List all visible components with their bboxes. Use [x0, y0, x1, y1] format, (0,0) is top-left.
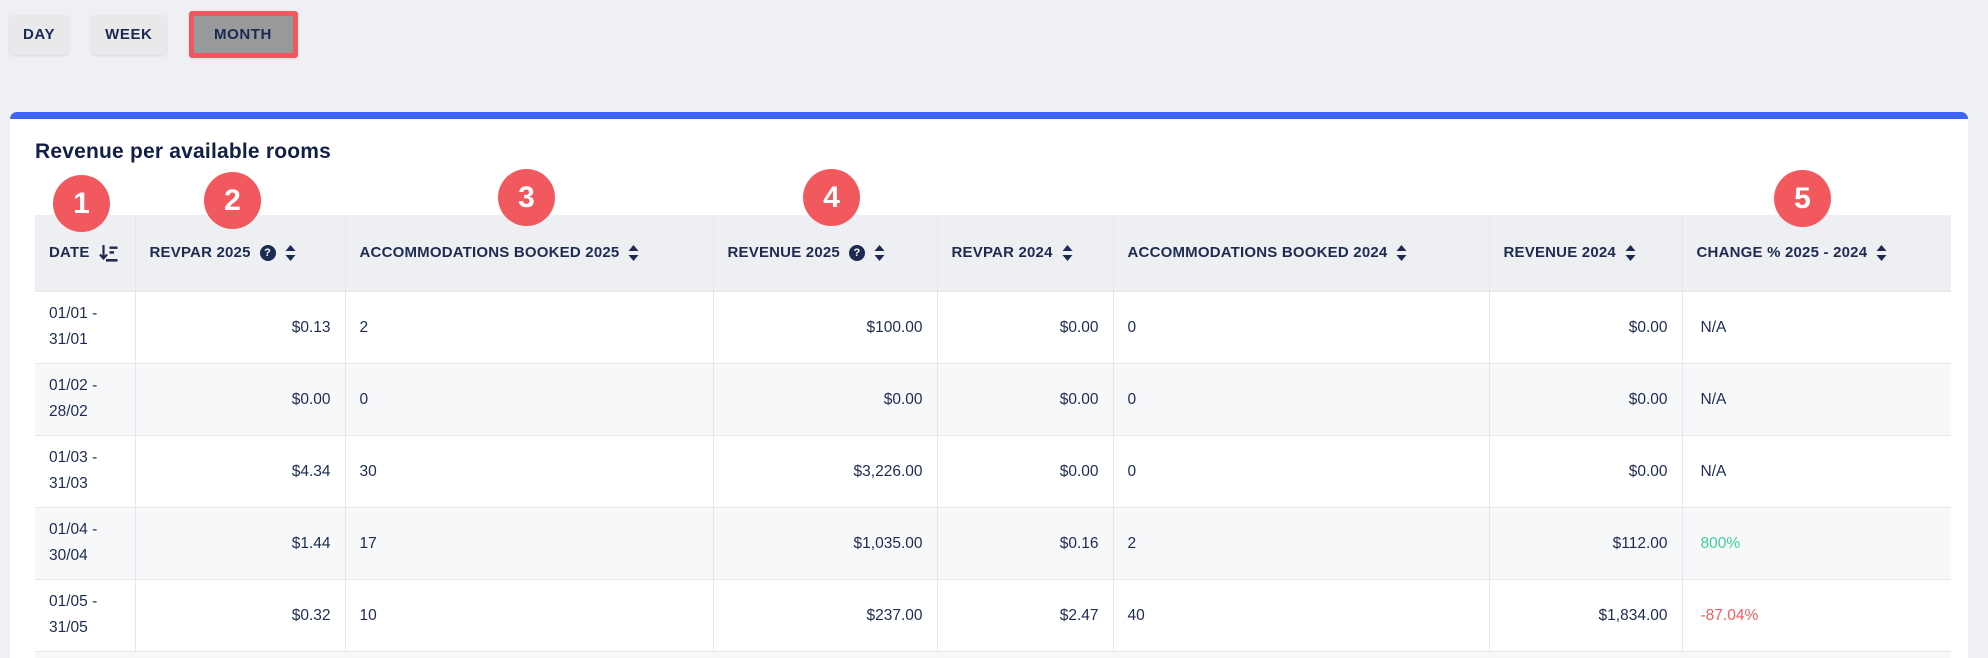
cell-date: 01/03 - 31/03: [35, 434, 135, 507]
annotation-badge-4: 4: [803, 169, 860, 226]
revenue-table: DATE REVPAR 2025? ACCOMMODATIONS BOOKED 20…: [35, 215, 1951, 651]
sort-icon: [1396, 244, 1407, 261]
column-label: DATE: [49, 244, 90, 262]
column-label: REVENUE 2025: [727, 244, 840, 262]
cell-accommodations_booked_2024: 2: [1112, 506, 1489, 579]
column-header-change_pct[interactable]: CHANGE % 2025 - 2024: [1681, 215, 1951, 291]
cell-revenue_2025: $3,226.00: [712, 434, 937, 507]
month-button[interactable]: MONTH: [188, 11, 298, 58]
cell-accommodations_booked_2025: 17: [344, 506, 713, 579]
cell-revenue_2025: $1,035.00: [712, 506, 937, 579]
cell-revenue_2025: $100.00: [712, 290, 937, 363]
column-label: ACCOMMODATIONS BOOKED 2025: [359, 244, 620, 262]
column-header-accommodations_booked_2025[interactable]: ACCOMMODATIONS BOOKED 2025: [344, 215, 713, 291]
cell-revpar_2025: $4.34: [134, 434, 345, 507]
cell-date: 01/04 - 30/04: [35, 506, 135, 579]
column-label: REVENUE 2024: [1503, 244, 1616, 262]
card-accent-bar: [10, 112, 1968, 119]
cell-accommodations_booked_2025: 30: [344, 434, 713, 507]
cell-revenue_2024: $0.00: [1488, 362, 1682, 435]
cell-change_pct: N/A: [1681, 434, 1951, 507]
sort-icon: [1625, 244, 1636, 261]
table-row: 01/04 - 30/04 $1.44 17 $1,035.00 $0.16 2 $112.…: [35, 506, 1951, 579]
card-title: Revenue per available rooms: [35, 140, 332, 163]
sort-amount-icon: [98, 244, 118, 262]
cell-accommodations_booked_2025: 0: [344, 362, 713, 435]
cell-revpar_2025: $1.44: [134, 506, 345, 579]
sort-icon: [285, 244, 296, 261]
help-icon[interactable]: ?: [848, 244, 865, 261]
column-header-accommodations_booked_2024[interactable]: ACCOMMODATIONS BOOKED 2024: [1112, 215, 1489, 291]
sort-icon: [628, 244, 639, 261]
table-row: 01/03 - 31/03 $4.34 30 $3,226.00 $0.00 0 $0.00…: [35, 434, 1951, 507]
cell-revpar_2025: $0.32: [134, 578, 345, 651]
cell-accommodations_booked_2024: 40: [1112, 578, 1489, 651]
annotation-badge-5: 5: [1774, 170, 1831, 227]
cell-change_pct: 800%: [1681, 506, 1951, 579]
cell-revpar_2024: $0.16: [936, 506, 1113, 579]
help-icon[interactable]: ?: [259, 244, 276, 261]
column-header-revpar_2024[interactable]: REVPAR 2024: [936, 215, 1113, 291]
column-header-revenue_2024[interactable]: REVENUE 2024: [1488, 215, 1682, 291]
revenue-card: Revenue per available rooms 1 2 3 4 5 DA…: [10, 112, 1968, 658]
column-label: REVPAR 2025: [149, 244, 251, 262]
cell-revpar_2025: $0.00: [134, 362, 345, 435]
sort-icon: [874, 244, 885, 261]
annotation-badge-2: 2: [204, 172, 261, 229]
annotation-badge-3: 3: [498, 169, 555, 226]
cell-revenue_2024: $0.00: [1488, 434, 1682, 507]
cell-change_pct: N/A: [1681, 362, 1951, 435]
column-label: ACCOMMODATIONS BOOKED 2024: [1127, 244, 1388, 262]
cell-revpar_2024: $2.47: [936, 578, 1113, 651]
cell-accommodations_booked_2024: 0: [1112, 290, 1489, 363]
cell-date: 01/01 - 31/01: [35, 290, 135, 363]
column-header-revpar_2025[interactable]: REVPAR 2025?: [134, 215, 345, 291]
cell-revpar_2024: $0.00: [936, 434, 1113, 507]
table-header-row: DATE REVPAR 2025? ACCOMMODATIONS BOOKED 20…: [35, 215, 1951, 291]
cell-revenue_2024: $112.00: [1488, 506, 1682, 579]
column-header-revenue_2025[interactable]: REVENUE 2025?: [712, 215, 937, 291]
cell-change_pct: N/A: [1681, 290, 1951, 363]
table-row: 01/02 - 28/02 $0.00 0 $0.00 $0.00 0 $0.00 N/A: [35, 362, 1951, 435]
cell-accommodations_booked_2025: 2: [344, 290, 713, 363]
table-row: 01/05 - 31/05 $0.32 10 $237.00 $2.47 40 $1,834…: [35, 578, 1951, 651]
week-button[interactable]: WEEK: [91, 14, 167, 55]
annotation-badge-1: 1: [53, 175, 110, 232]
cell-accommodations_booked_2024: 0: [1112, 362, 1489, 435]
cell-revpar_2025: $0.13: [134, 290, 345, 363]
column-label: REVPAR 2024: [951, 244, 1053, 262]
sort-icon: [1062, 244, 1073, 261]
cell-revpar_2024: $0.00: [936, 362, 1113, 435]
cell-revenue_2024: $0.00: [1488, 290, 1682, 363]
partial-row: [35, 651, 1951, 658]
table-container: DATE REVPAR 2025? ACCOMMODATIONS BOOKED 20…: [35, 215, 1951, 658]
table-row: 01/01 - 31/01 $0.13 2 $100.00 $0.00 0 $0.00 N/A: [35, 290, 1951, 363]
sort-icon: [1876, 244, 1887, 261]
cell-accommodations_booked_2025: 10: [344, 578, 713, 651]
cell-date: 01/05 - 31/05: [35, 578, 135, 651]
column-label: CHANGE % 2025 - 2024: [1696, 244, 1868, 262]
cell-change_pct: -87.04%: [1681, 578, 1951, 651]
cell-accommodations_booked_2024: 0: [1112, 434, 1489, 507]
view-toggle-group: DAY WEEK MONTH: [9, 11, 298, 58]
cell-date: 01/02 - 28/02: [35, 362, 135, 435]
cell-revenue_2025: $0.00: [712, 362, 937, 435]
cell-revenue_2024: $1,834.00: [1488, 578, 1682, 651]
day-button[interactable]: DAY: [9, 14, 70, 55]
cell-revpar_2024: $0.00: [936, 290, 1113, 363]
cell-revenue_2025: $237.00: [712, 578, 937, 651]
